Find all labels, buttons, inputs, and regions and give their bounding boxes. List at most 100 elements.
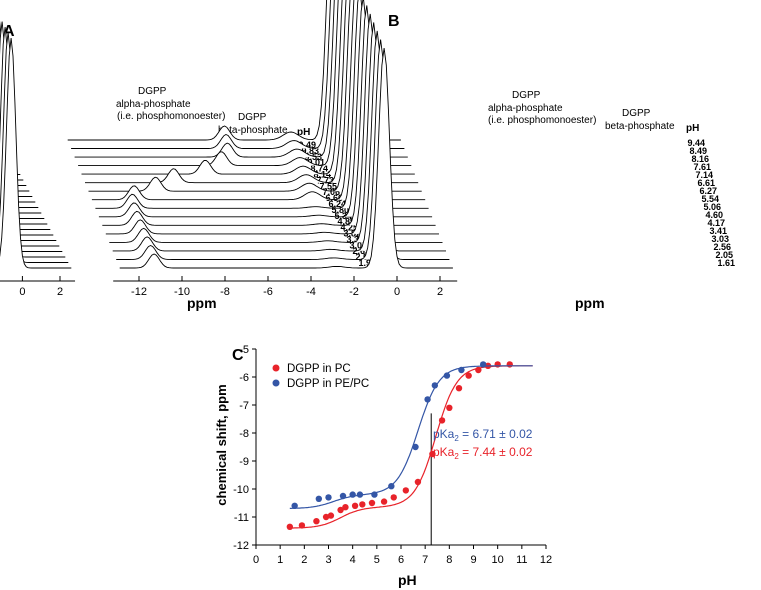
ph-label: 4.17 — [707, 218, 725, 228]
ppm-tick-label: -8 — [220, 286, 230, 298]
data-point — [359, 501, 366, 508]
pka-annotation: pKa2 = 7.44 ± 0.02 — [433, 445, 533, 461]
data-point — [506, 361, 513, 368]
ph-label: 4.60 — [705, 210, 723, 220]
panel-b-beta-label-1: DGPP — [622, 108, 651, 119]
ph-label: 6.60 — [325, 193, 343, 203]
panel-a-alpha-label-3: (i.e. phosphomonoester) — [117, 111, 225, 122]
ph-label: 8.49 — [689, 146, 707, 156]
panel-a-beta-label-1: DGPP — [238, 112, 267, 123]
y-tick-label: -8 — [239, 428, 249, 440]
data-point — [390, 494, 397, 501]
data-point — [339, 492, 347, 500]
panel-c-plot: 0 1 2 3 4 5 6 7 8 9 10 11 12-5-6-7-8-9-10-11-12pKa2 … — [233, 344, 552, 566]
panel-b-beta-label-2: beta-phosphate — [605, 121, 675, 132]
ph-label: 1.61 — [717, 258, 735, 268]
data-point — [298, 522, 306, 529]
x-tick-label: 8 — [446, 554, 452, 566]
ph-label: 3.41 — [709, 226, 727, 236]
data-point — [315, 495, 323, 502]
y-tick-label: -7 — [239, 400, 249, 412]
panel-a-ppm-axis: 20-2-4-6-8-10-12 — [0, 276, 76, 298]
panel-b-alpha-label-2: alpha-phosphate — [488, 103, 563, 114]
x-tick-label: 10 — [492, 554, 504, 566]
x-tick-label: 12 — [540, 554, 552, 566]
x-tick-label: 7 — [422, 554, 428, 566]
ppm-tick-label: -2 — [349, 286, 359, 298]
panel-c-legend: DGPP in PC DGPP in PE/PC — [272, 363, 369, 390]
data-point — [337, 506, 344, 514]
ph-label: 7.55 — [319, 181, 337, 191]
panel-a-axis-label: ppm — [187, 295, 217, 311]
y-tick-label: -6 — [239, 372, 249, 384]
legend-label: DGPP in PE/PC — [287, 378, 369, 390]
y-tick-label: -10 — [233, 484, 249, 496]
x-tick-label: 3 — [325, 554, 331, 566]
panel-a-spectra — [0, 20, 72, 269]
spectrum-trace — [119, 47, 453, 269]
data-point — [414, 478, 422, 486]
data-point — [438, 417, 446, 424]
ph-label: 5.06 — [703, 202, 721, 212]
ppm-tick-label: 0 — [19, 286, 25, 298]
data-point — [458, 366, 465, 374]
data-point — [291, 502, 298, 509]
ppm-tick-label: -4 — [306, 286, 316, 298]
panel-b-axis-label: ppm — [575, 295, 605, 311]
ph-label: 9.44 — [687, 138, 705, 148]
panel-c-letter: C — [232, 347, 244, 364]
data-point — [327, 512, 335, 519]
panel-c: C 0 1 2 3 4 5 6 7 8 9 10 11 12-5-6-7-8-9-10-11-12pKa… — [214, 344, 552, 588]
panel-a: A 10.499.839.539.018.748.147.737.557.066… — [0, 20, 376, 311]
data-point — [313, 518, 320, 525]
x-tick-label: 2 — [301, 554, 307, 566]
ph-label: 7.06 — [322, 187, 340, 197]
data-point — [479, 361, 487, 368]
ppm-tick-label: -12 — [131, 286, 147, 298]
data-point — [429, 450, 436, 458]
data-point — [431, 382, 439, 389]
panel-b-alpha-label-1: DGPP — [512, 90, 541, 101]
panel-b-ppm-axis: 2 0 -2 -4 -6 -8 -10 -12 — [113, 276, 458, 298]
x-tick-label: 0 — [253, 554, 259, 566]
ph-label: 8.16 — [691, 154, 709, 164]
data-point — [325, 494, 332, 501]
ph-label: 3.03 — [711, 234, 729, 244]
ppm-tick-label: -6 — [263, 286, 273, 298]
data-point — [455, 385, 463, 392]
panel-b-spectra — [67, 0, 453, 269]
panel-b-ph-header: pH — [686, 123, 699, 134]
panel-a-beta-label-2: beta-phosphate — [218, 125, 288, 136]
data-point — [388, 483, 395, 490]
fit-curve — [289, 365, 533, 509]
spectrum-trace — [116, 39, 450, 260]
y-tick-label: -11 — [234, 512, 249, 524]
data-point — [322, 513, 330, 521]
ph-label: 4.25 — [340, 223, 358, 233]
panel-b-letter: B — [388, 13, 400, 30]
x-tick-label: 9 — [470, 554, 476, 566]
ph-label: 3.36 — [346, 234, 364, 244]
panel-c-x-axis-label: pH — [398, 572, 417, 588]
legend-marker — [272, 379, 280, 387]
ph-label: 8.14 — [313, 170, 331, 180]
data-point — [368, 499, 376, 507]
ph-label: 7.14 — [695, 170, 713, 180]
ph-label: 6.61 — [697, 178, 715, 188]
ppm-tick-label: 2 — [57, 286, 63, 298]
ppm-tick-label: 2 — [437, 286, 443, 298]
ph-label: 4.89 — [337, 217, 355, 227]
ph-label: 7.73 — [316, 175, 334, 185]
x-tick-label: 11 — [516, 554, 527, 566]
ph-label: 5.80 — [331, 205, 349, 215]
panel-a-alpha-label-2: alpha-phosphate — [116, 99, 191, 110]
panel-b-ph-labels: 9.448.498.167.617.146.616.275.545.064.60… — [687, 138, 735, 268]
ph-label: 7.61 — [693, 162, 711, 172]
ph-label: 9.83 — [301, 146, 319, 156]
data-point — [446, 404, 453, 411]
ph-label: 9.01 — [307, 158, 325, 168]
legend-marker — [272, 364, 280, 372]
y-tick-label: -12 — [233, 540, 249, 552]
data-point — [412, 443, 419, 451]
